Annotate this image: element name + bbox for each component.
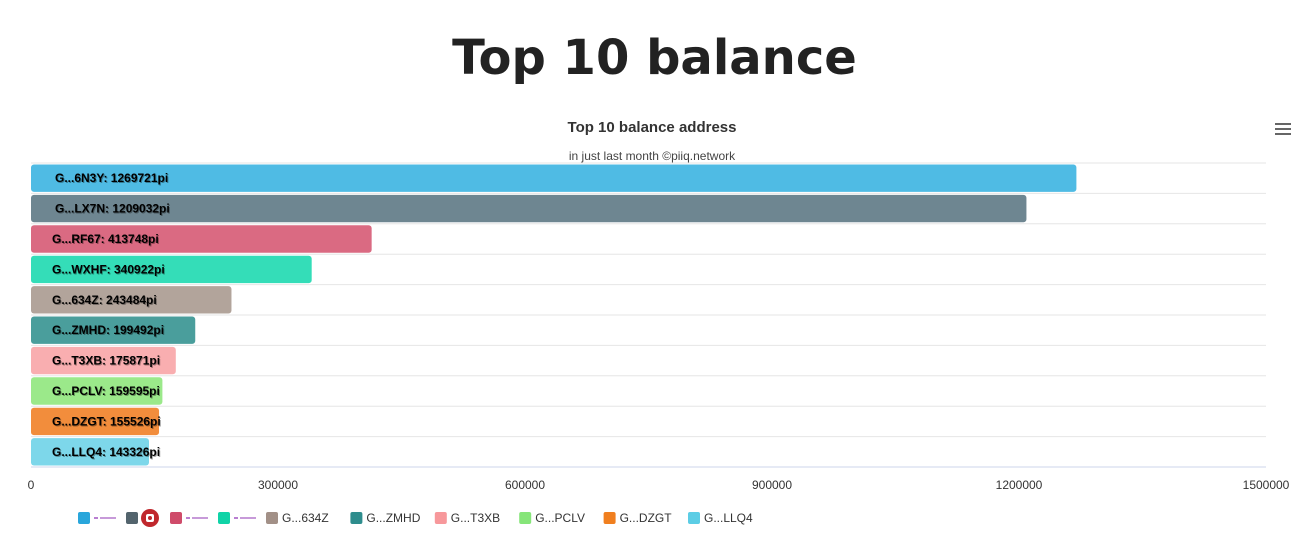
pichain-logo-icon (234, 517, 238, 519)
bar[interactable] (31, 286, 232, 314)
data-label-shadow: G...ZMHD: 199492pi (53, 324, 165, 338)
data-label-shadow: G...WXHF: 340922pi (53, 263, 166, 277)
data-label-shadow: G...DZGT: 155526pi (53, 415, 162, 429)
legend-swatch[interactable] (350, 512, 363, 524)
legend-swatch[interactable] (78, 512, 90, 524)
bar[interactable] (31, 438, 150, 466)
data-label: G...634Z: 243484pi (52, 293, 157, 307)
x-tick-label: 1500000 (1243, 478, 1290, 492)
data-label: G...RF67: 413748pi (52, 232, 159, 246)
chart-subtitle: in just last month ©piiq.network (569, 149, 736, 163)
hamburger-menu-icon[interactable] (1275, 123, 1291, 135)
pichain-logo-icon (240, 517, 256, 519)
x-tick-label: 1200000 (996, 478, 1043, 492)
data-label: G...WXHF: 340922pi (52, 262, 165, 276)
data-label-shadow: G...6N3Y: 1269721pi (56, 172, 169, 186)
data-label: G...LLQ4: 143326pi (52, 445, 160, 459)
x-tick-label: 0 (28, 478, 35, 492)
legend-label[interactable]: G...ZMHD (366, 511, 420, 525)
bar-chart: Top 10 balance address in just last month… (28, 119, 1290, 527)
legend-label[interactable]: G...PCLV (535, 511, 585, 525)
data-label: G...PCLV: 159595pi (52, 384, 160, 398)
data-label-shadow: G...LLQ4: 143326pi (53, 446, 161, 460)
legend-swatch[interactable] (170, 512, 182, 524)
pichain-logo-icon (94, 517, 98, 519)
data-label-shadow: G...PCLV: 159595pi (53, 385, 161, 399)
legend-swatch[interactable] (266, 512, 278, 524)
legend-label[interactable]: G...T3XB (451, 511, 500, 525)
x-tick-label: 300000 (258, 478, 298, 492)
x-tick-label: 600000 (505, 478, 545, 492)
page-title: Top 10 balance (452, 30, 857, 86)
data-label: G...T3XB: 175871pi (52, 354, 160, 368)
bar[interactable] (31, 346, 176, 375)
legend-label[interactable]: G...LLQ4 (704, 511, 753, 525)
bar[interactable] (31, 194, 1027, 223)
chart-container: Top 10 balance address in just last month… (0, 110, 1309, 537)
legend-swatch[interactable] (688, 512, 700, 524)
data-label: G...DZGT: 155526pi (52, 414, 161, 428)
bar[interactable] (31, 316, 196, 344)
bar[interactable] (31, 407, 160, 436)
data-label-shadow: G...RF67: 413748pi (53, 233, 160, 247)
data-label-shadow: G...634Z: 243484pi (53, 294, 158, 308)
pichain-logo-icon (186, 517, 190, 519)
pichain-logo-icon (192, 517, 208, 519)
bar[interactable] (31, 255, 312, 284)
legend-label[interactable]: G...634Z (282, 511, 329, 525)
data-label: G...6N3Y: 1269721pi (55, 171, 168, 185)
legend-swatch[interactable] (434, 512, 447, 524)
legend-swatch[interactable] (603, 512, 616, 524)
data-label-shadow: G...LX7N: 1209032pi (56, 203, 171, 217)
x-tick-label: 900000 (752, 478, 792, 492)
data-label: G...ZMHD: 199492pi (52, 323, 164, 337)
dragon-logo-dot (148, 516, 152, 520)
data-label: G...LX7N: 1209032pi (55, 202, 170, 216)
bar[interactable] (31, 377, 163, 405)
chart-title: Top 10 balance address (568, 119, 737, 136)
legend-swatch[interactable] (218, 512, 230, 524)
bar[interactable] (31, 164, 1077, 192)
legend-swatch[interactable] (126, 512, 138, 524)
data-label-shadow: G...T3XB: 175871pi (53, 355, 161, 369)
bar[interactable] (31, 225, 372, 253)
legend-swatch[interactable] (519, 512, 532, 524)
pichain-logo-icon (100, 517, 116, 519)
legend-label[interactable]: G...DZGT (620, 511, 673, 525)
